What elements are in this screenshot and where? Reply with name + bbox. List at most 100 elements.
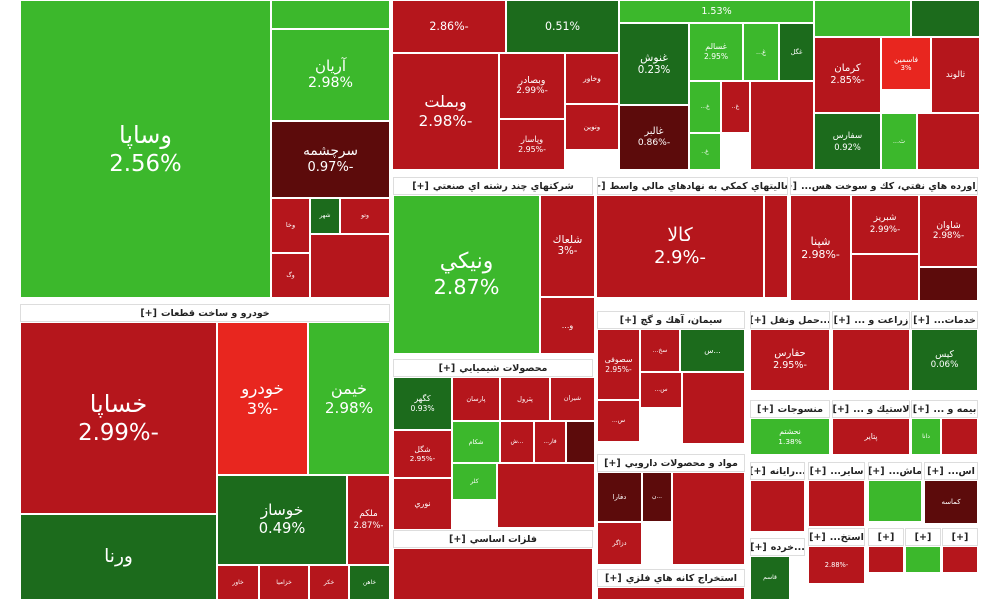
stock-tile[interactable]: وتو bbox=[340, 198, 390, 234]
stock-tile[interactable] bbox=[393, 548, 593, 600]
stock-tile[interactable] bbox=[941, 418, 978, 455]
stock-tile[interactable] bbox=[868, 546, 904, 573]
stock-tile[interactable] bbox=[919, 267, 978, 301]
stock-tile[interactable]: شهر bbox=[310, 198, 340, 234]
expand-toggle[interactable]: [+] bbox=[913, 314, 930, 326]
stock-tile[interactable]: فاسمين 3% bbox=[881, 37, 931, 90]
stock-tile[interactable]: خاور bbox=[217, 565, 259, 600]
stock-tile[interactable] bbox=[682, 372, 745, 444]
stock-tile[interactable]: وبملت -2.98% bbox=[392, 53, 499, 170]
stock-tile[interactable]: نوري bbox=[393, 478, 452, 530]
expand-toggle[interactable]: [+] bbox=[750, 465, 766, 477]
stock-tile[interactable]: غ... bbox=[743, 23, 779, 81]
stock-tile[interactable]: حفارس -2.95% bbox=[750, 329, 830, 391]
stock-tile[interactable]: شاوان -2.98% bbox=[919, 195, 978, 267]
stock-tile[interactable]: سرچشمه -0.97% bbox=[271, 121, 390, 198]
expand-toggle[interactable]: [+] bbox=[598, 180, 606, 192]
stock-tile[interactable]: خوساز 0.49% bbox=[217, 475, 347, 565]
expand-toggle[interactable]: [+] bbox=[809, 531, 826, 543]
stock-tile[interactable]: كلر bbox=[452, 463, 497, 500]
stock-tile[interactable]: -2.86% bbox=[392, 0, 506, 53]
stock-tile[interactable] bbox=[672, 472, 745, 565]
expand-toggle[interactable]: [+] bbox=[912, 403, 930, 415]
stock-tile[interactable]: پتاير bbox=[832, 418, 910, 455]
stock-tile[interactable]: وساپا 2.56% bbox=[20, 0, 271, 298]
stock-tile[interactable]: وپاسار -2.95% bbox=[499, 119, 565, 170]
stock-tile[interactable]: ...س bbox=[680, 329, 745, 372]
stock-tile[interactable] bbox=[764, 195, 788, 298]
stock-tile[interactable]: شيران bbox=[550, 377, 595, 421]
stock-tile[interactable]: نحشتم 1.38% bbox=[750, 418, 830, 455]
stock-tile[interactable]: ث... bbox=[881, 113, 917, 170]
stock-tile[interactable]: كگهر 0.93% bbox=[393, 377, 452, 430]
stock-tile[interactable]: وخاور bbox=[565, 53, 619, 104]
stock-tile[interactable]: فار... bbox=[534, 421, 566, 463]
expand-toggle[interactable]: [+] bbox=[877, 531, 895, 543]
stock-tile[interactable]: دفارا bbox=[597, 472, 642, 522]
stock-tile[interactable]: خساپا -2.99% bbox=[20, 322, 217, 514]
expand-toggle[interactable]: [+] bbox=[412, 180, 429, 192]
expand-toggle[interactable]: [+] bbox=[833, 314, 851, 326]
stock-tile[interactable]: و... bbox=[540, 297, 595, 354]
stock-tile[interactable]: وبصادر -2.99% bbox=[499, 53, 565, 119]
stock-tile[interactable] bbox=[271, 0, 390, 29]
stock-tile[interactable] bbox=[832, 329, 910, 391]
stock-tile[interactable]: خزاميا bbox=[259, 565, 309, 600]
expand-toggle[interactable]: [+] bbox=[604, 457, 621, 469]
stock-tile[interactable]: شپنا -2.98% bbox=[790, 195, 851, 301]
stock-tile[interactable]: پارسان bbox=[452, 377, 500, 421]
stock-tile[interactable]: خاهن bbox=[349, 565, 390, 600]
expand-toggle[interactable]: [+] bbox=[750, 541, 767, 553]
stock-tile[interactable]: دانا bbox=[911, 418, 941, 455]
stock-tile[interactable]: غسالم 2.95% bbox=[689, 23, 743, 81]
stock-tile[interactable]: ونوين bbox=[565, 104, 619, 150]
stock-tile[interactable]: ...ش bbox=[500, 421, 534, 463]
expand-toggle[interactable]: [+] bbox=[449, 533, 466, 545]
stock-tile[interactable] bbox=[851, 254, 919, 301]
stock-tile[interactable]: کالا -2.9% bbox=[596, 195, 764, 298]
expand-toggle[interactable]: [+] bbox=[914, 531, 932, 543]
expand-toggle[interactable]: [+] bbox=[868, 465, 885, 477]
stock-tile[interactable]: خودرو -3% bbox=[217, 322, 308, 475]
expand-toggle[interactable]: [+] bbox=[619, 314, 637, 326]
stock-tile[interactable]: پترول bbox=[500, 377, 550, 421]
stock-tile[interactable] bbox=[814, 0, 911, 37]
stock-tile[interactable]: غ... bbox=[689, 81, 721, 133]
stock-tile[interactable]: ملکم -2.87% bbox=[347, 475, 390, 565]
stock-tile[interactable] bbox=[597, 587, 745, 600]
stock-tile[interactable] bbox=[917, 113, 980, 170]
expand-toggle[interactable]: [+] bbox=[951, 531, 969, 543]
stock-tile[interactable]: شبريز -2.99% bbox=[851, 195, 919, 254]
stock-tile[interactable]: غالبر -0.86% bbox=[619, 105, 689, 170]
stock-tile[interactable] bbox=[905, 546, 941, 573]
stock-tile[interactable]: كيس 0.06% bbox=[911, 329, 978, 391]
stock-tile[interactable]: شگل -2.95% bbox=[393, 430, 452, 478]
stock-tile[interactable]: دزاگر bbox=[597, 522, 642, 565]
stock-tile[interactable] bbox=[310, 234, 390, 298]
stock-tile[interactable] bbox=[808, 480, 865, 527]
stock-tile[interactable]: خيمن 2.98% bbox=[308, 322, 390, 475]
stock-tile[interactable]: سخ... bbox=[640, 329, 680, 372]
expand-toggle[interactable]: [+] bbox=[438, 362, 456, 374]
expand-toggle[interactable]: [+] bbox=[750, 314, 767, 326]
expand-toggle[interactable]: [+] bbox=[605, 572, 622, 584]
stock-tile[interactable] bbox=[750, 81, 814, 170]
stock-tile[interactable]: س... bbox=[597, 400, 640, 442]
expand-toggle[interactable]: [+] bbox=[809, 465, 827, 477]
stock-tile[interactable]: 0.51% bbox=[506, 0, 619, 53]
stock-tile[interactable]: ...ن bbox=[642, 472, 672, 522]
expand-toggle[interactable]: [+] bbox=[757, 403, 774, 415]
stock-tile[interactable] bbox=[497, 463, 595, 528]
stock-tile[interactable]: وخا bbox=[271, 198, 310, 253]
stock-tile[interactable]: كماسه bbox=[924, 480, 978, 524]
stock-tile[interactable]: شلعاك -3% bbox=[540, 195, 595, 297]
expand-toggle[interactable]: [+] bbox=[140, 307, 157, 319]
stock-tile[interactable]: غنوش 0.23% bbox=[619, 23, 689, 105]
stock-tile[interactable] bbox=[750, 480, 805, 532]
stock-tile[interactable]: ورنا bbox=[20, 514, 217, 600]
expand-toggle[interactable]: [+] bbox=[791, 180, 797, 192]
stock-tile[interactable]: ثالوند bbox=[931, 37, 980, 113]
stock-tile[interactable] bbox=[868, 480, 922, 522]
stock-tile[interactable] bbox=[942, 546, 978, 573]
stock-tile[interactable]: سصوفی -2.95% bbox=[597, 329, 640, 400]
